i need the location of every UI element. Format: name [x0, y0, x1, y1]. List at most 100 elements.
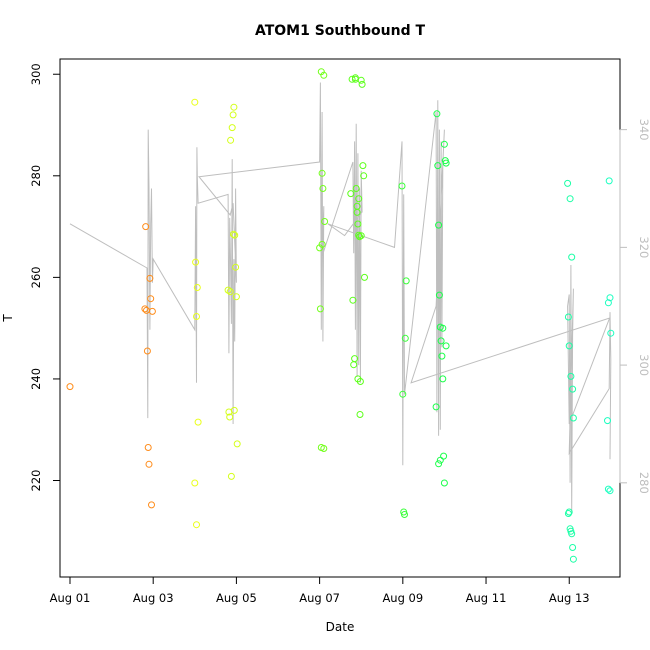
data-point [564, 313, 572, 321]
data-point [320, 445, 328, 452]
data-point [146, 274, 154, 282]
data-point [442, 342, 450, 350]
data-point [191, 98, 199, 106]
data-point [432, 403, 440, 411]
y-axis: 220 240 260 280 300 [29, 63, 61, 492]
data-point [436, 456, 444, 464]
data-point [607, 329, 615, 337]
y2-tick-label: 280 [637, 472, 650, 494]
x-axis-title: Date [326, 620, 355, 634]
x-tick-label: Aug 11 [466, 591, 507, 605]
data-point [193, 521, 200, 529]
y-tick-label: 240 [29, 368, 43, 390]
x-tick-label: Aug 13 [549, 591, 590, 605]
data-point [354, 375, 362, 383]
data-point [360, 172, 368, 180]
data-point [354, 220, 362, 228]
data-point [319, 185, 327, 192]
data-point [569, 544, 577, 551]
data-point [569, 555, 577, 563]
data-point [604, 417, 611, 425]
data-point [605, 177, 613, 185]
y2-axis: 280 300 320 340 [619, 119, 650, 494]
data-point [439, 324, 447, 332]
data-point [604, 485, 612, 493]
data-point [145, 460, 153, 468]
data-point [321, 218, 329, 225]
x-tick-label: Aug 09 [382, 591, 423, 605]
y2-tick-label: 320 [637, 236, 650, 258]
data-point [433, 110, 441, 118]
data-point [402, 277, 410, 285]
data-point [193, 313, 200, 320]
data-point [147, 295, 155, 303]
x-tick-label: Aug 05 [216, 591, 257, 605]
data-point [606, 487, 614, 495]
data-point [347, 190, 355, 198]
data-point [148, 501, 155, 509]
data-point [351, 355, 359, 363]
y-tick-label: 220 [29, 470, 43, 492]
data-point [148, 307, 156, 315]
data-point [349, 296, 357, 304]
data-point [568, 253, 576, 261]
data-point [230, 103, 238, 111]
data-point [355, 195, 363, 203]
data-point [435, 291, 443, 299]
data-point [224, 286, 232, 294]
data-point [401, 511, 408, 518]
data-point [357, 232, 365, 240]
data-point [569, 385, 577, 393]
series-line-layer [69, 82, 612, 513]
data-point [227, 136, 235, 144]
data-point [141, 305, 149, 313]
data-point [434, 162, 442, 170]
y-tick-label: 280 [29, 165, 43, 187]
data-point [567, 372, 575, 380]
data-point [357, 76, 365, 84]
data-point [318, 240, 326, 248]
data-point [438, 352, 446, 360]
y-tick-label: 300 [29, 63, 43, 85]
data-point [399, 390, 407, 398]
x-tick-label: Aug 03 [133, 591, 174, 605]
data-point [361, 273, 368, 281]
data-point [356, 411, 364, 418]
data-point [398, 182, 406, 190]
data-point [564, 179, 572, 187]
data-point [233, 440, 241, 448]
data-point [440, 452, 448, 460]
data-point [351, 75, 359, 83]
data-point [352, 185, 360, 192]
data-point [437, 337, 445, 345]
data-point [143, 306, 150, 314]
data-point [230, 230, 237, 238]
data-point [232, 263, 240, 271]
data-point [566, 195, 574, 203]
data-point [564, 510, 572, 517]
data-point [348, 75, 356, 83]
data-point [194, 418, 202, 426]
data-point [435, 460, 443, 468]
data-point [350, 361, 358, 369]
data-point [226, 413, 234, 421]
data-point [435, 221, 443, 229]
data-point [228, 124, 236, 132]
data-point [569, 414, 577, 422]
data-point [227, 472, 235, 480]
data-point [192, 258, 200, 266]
data-point [568, 530, 576, 538]
data-point [230, 406, 238, 414]
data-point [565, 342, 573, 350]
data-point [358, 80, 366, 88]
series-points-layer [66, 68, 615, 563]
data-point [66, 383, 74, 391]
y-tick-label: 260 [29, 266, 43, 288]
data-point [318, 169, 326, 177]
data-point [231, 231, 239, 239]
data-point [143, 347, 151, 355]
data-point [356, 233, 364, 241]
data-point [439, 375, 447, 383]
plot-frame [59, 58, 621, 578]
